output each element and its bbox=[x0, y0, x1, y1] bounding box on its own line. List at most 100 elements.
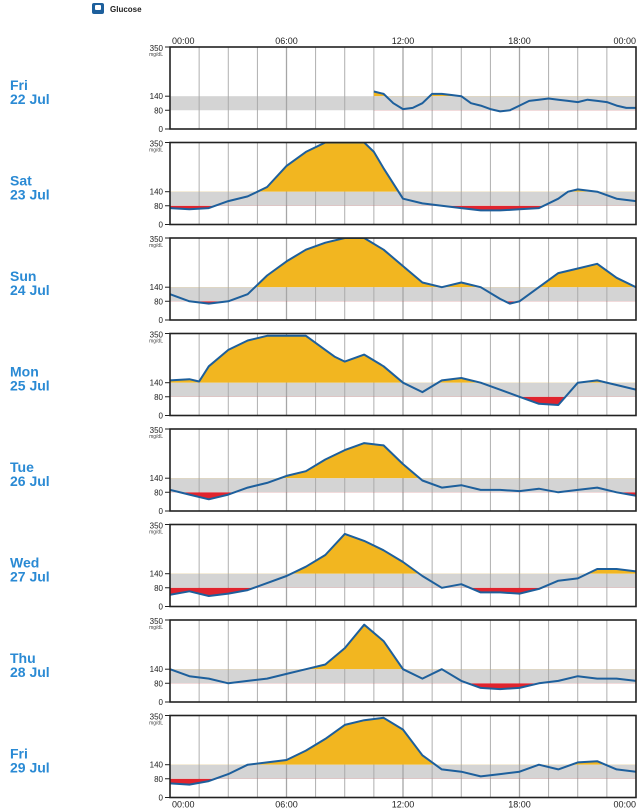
y-tick-label: 350 bbox=[150, 44, 164, 53]
y-tick-label: 350 bbox=[150, 522, 164, 531]
day-name-label: Fri bbox=[10, 77, 28, 93]
day-name-label: Sun bbox=[10, 268, 36, 284]
date-label: 27 Jul bbox=[10, 569, 50, 585]
y-tick-label: 0 bbox=[159, 221, 164, 230]
unit-label: mg/dL bbox=[149, 721, 163, 727]
hour-tick-label-top: 00:00 bbox=[172, 36, 195, 46]
y-tick-label: 0 bbox=[159, 698, 164, 707]
y-tick-label: 140 bbox=[150, 92, 164, 101]
glucose-line bbox=[170, 142, 636, 212]
y-tick-label: 80 bbox=[154, 488, 163, 497]
y-tick-label: 80 bbox=[154, 393, 163, 402]
hour-tick-label-top: 06:00 bbox=[275, 36, 298, 46]
unit-label: mg/dL bbox=[149, 52, 163, 58]
day-name-label: Thu bbox=[10, 650, 36, 666]
day-name-label: Tue bbox=[10, 459, 34, 475]
y-tick-label: 0 bbox=[159, 603, 164, 612]
y-tick-label: 80 bbox=[154, 775, 163, 784]
high-glucose-area bbox=[170, 443, 636, 479]
glucose-line bbox=[170, 716, 636, 786]
glucose-line bbox=[170, 238, 636, 305]
y-tick-label: 80 bbox=[154, 584, 163, 593]
y-tick-label: 350 bbox=[150, 426, 164, 435]
y-tick-label: 0 bbox=[159, 412, 164, 421]
unit-label: mg/dL bbox=[149, 148, 163, 154]
unit-label: mg/dL bbox=[149, 625, 163, 631]
y-tick-label: 140 bbox=[150, 283, 164, 292]
glucose-line bbox=[170, 532, 636, 597]
legend-label: Glucose bbox=[110, 5, 142, 14]
y-tick-label: 140 bbox=[150, 188, 164, 197]
y-tick-label: 350 bbox=[150, 617, 164, 626]
y-tick-label: 350 bbox=[150, 140, 164, 149]
y-tick-label: 350 bbox=[150, 713, 164, 722]
high-glucose-area bbox=[170, 142, 636, 192]
date-label: 26 Jul bbox=[10, 473, 50, 489]
date-label: 23 Jul bbox=[10, 187, 50, 203]
hour-tick-label-bottom: 18:00 bbox=[508, 800, 531, 810]
y-tick-label: 80 bbox=[154, 202, 163, 211]
y-tick-label: 140 bbox=[150, 474, 164, 483]
hour-tick-label-top: 18:00 bbox=[508, 36, 531, 46]
glucose-line bbox=[170, 442, 636, 501]
panel-frame bbox=[169, 141, 637, 226]
y-tick-label: 0 bbox=[159, 507, 164, 516]
low-glucose-area bbox=[170, 301, 636, 304]
y-tick-label: 140 bbox=[150, 665, 164, 674]
panel-frame bbox=[169, 619, 637, 703]
hour-tick-label-bottom: 00:00 bbox=[172, 800, 195, 810]
glucose-line bbox=[373, 90, 636, 113]
y-tick-label: 80 bbox=[154, 679, 163, 688]
panel-frame bbox=[169, 428, 637, 512]
hour-tick-label-bottom: 12:00 bbox=[392, 800, 415, 810]
unit-label: mg/dL bbox=[149, 243, 163, 249]
day-name-label: Wed bbox=[10, 555, 39, 571]
unit-label: mg/dL bbox=[149, 339, 163, 345]
date-label: 29 Jul bbox=[10, 760, 50, 776]
hour-tick-label-bottom: 00:00 bbox=[613, 800, 636, 810]
top-hour-axis: 00:00 06:00 12:00 18:00 00:00 bbox=[172, 36, 636, 46]
date-label: 24 Jul bbox=[10, 282, 50, 298]
high-glucose-area bbox=[170, 335, 636, 383]
bottom-hour-axis: 00:00 06:00 12:00 18:00 00:00 bbox=[172, 800, 636, 810]
low-glucose-area bbox=[170, 396, 636, 405]
high-glucose-area bbox=[170, 717, 636, 765]
day-name-label: Fri bbox=[10, 746, 28, 762]
high-glucose-area bbox=[373, 91, 636, 97]
hour-tick-label-bottom: 06:00 bbox=[275, 800, 298, 810]
date-label: 28 Jul bbox=[10, 664, 50, 680]
unit-label: mg/dL bbox=[149, 434, 163, 440]
panel-frame bbox=[169, 237, 637, 321]
panel-frame bbox=[169, 714, 637, 799]
y-tick-label: 0 bbox=[159, 316, 164, 325]
panel-frame bbox=[169, 46, 637, 130]
day-name-label: Mon bbox=[10, 364, 39, 380]
panel-frame bbox=[169, 523, 637, 608]
day-name-label: Sat bbox=[10, 173, 32, 189]
y-tick-label: 140 bbox=[150, 570, 164, 579]
high-glucose-area bbox=[170, 533, 636, 574]
unit-label: mg/dL bbox=[149, 530, 163, 536]
panel-frame bbox=[169, 332, 637, 417]
hour-tick-label-top: 00:00 bbox=[613, 36, 636, 46]
y-tick-label: 80 bbox=[154, 106, 163, 115]
y-tick-label: 140 bbox=[150, 761, 164, 770]
glucose-line bbox=[170, 623, 636, 691]
y-tick-label: 350 bbox=[150, 331, 164, 340]
y-tick-label: 0 bbox=[159, 125, 164, 134]
y-tick-label: 350 bbox=[150, 235, 164, 244]
y-tick-label: 0 bbox=[159, 794, 164, 803]
low-glucose-area bbox=[170, 587, 636, 596]
legend: Glucose bbox=[92, 3, 142, 14]
glucose-legend-icon-inner bbox=[95, 5, 101, 10]
y-tick-label: 80 bbox=[154, 297, 163, 306]
hour-tick-label-top: 12:00 bbox=[392, 36, 415, 46]
